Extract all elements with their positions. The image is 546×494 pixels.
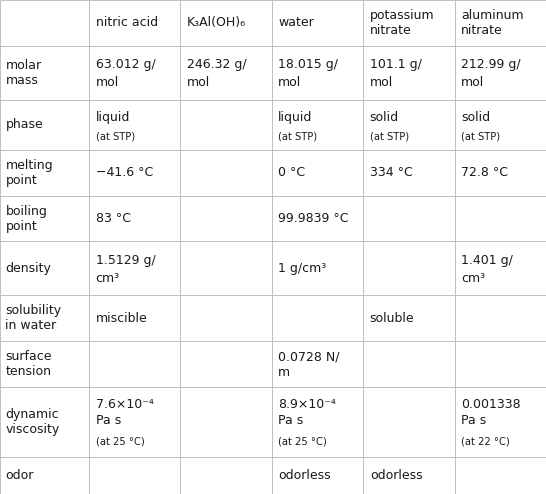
Text: 101.1 g/: 101.1 g/: [370, 58, 422, 71]
Text: 0.001338: 0.001338: [461, 398, 521, 411]
Text: liquid: liquid: [278, 111, 313, 124]
Text: 334 °C: 334 °C: [370, 166, 412, 179]
Text: Pa s: Pa s: [278, 414, 304, 427]
Text: (at 22 °C): (at 22 °C): [461, 437, 510, 447]
Text: 8.9×10⁻⁴: 8.9×10⁻⁴: [278, 398, 336, 411]
Text: dynamic
viscosity: dynamic viscosity: [5, 408, 60, 436]
Text: 18.015 g/: 18.015 g/: [278, 58, 339, 71]
Text: Pa s: Pa s: [461, 414, 486, 427]
Text: mol: mol: [187, 76, 210, 89]
Text: solubility
in water: solubility in water: [5, 304, 62, 332]
Text: K₃Al(OH)₆: K₃Al(OH)₆: [187, 16, 246, 30]
Text: mol: mol: [461, 76, 484, 89]
Text: density: density: [5, 262, 51, 275]
Text: (at STP): (at STP): [96, 132, 135, 142]
Text: mol: mol: [96, 76, 119, 89]
Text: mol: mol: [370, 76, 393, 89]
Text: 63.012 g/: 63.012 g/: [96, 58, 155, 71]
Text: 1.401 g/: 1.401 g/: [461, 254, 513, 267]
Text: cm³: cm³: [96, 272, 120, 285]
Text: 212.99 g/: 212.99 g/: [461, 58, 521, 71]
Text: (at STP): (at STP): [278, 132, 317, 142]
Text: melting
point: melting point: [5, 159, 53, 187]
Text: 0 °C: 0 °C: [278, 166, 305, 179]
Text: phase: phase: [5, 118, 43, 131]
Text: cm³: cm³: [461, 272, 485, 285]
Text: 0.0728 N/: 0.0728 N/: [278, 351, 340, 364]
Text: 7.6×10⁻⁴: 7.6×10⁻⁴: [96, 398, 153, 411]
Text: 99.9839 °C: 99.9839 °C: [278, 212, 349, 225]
Text: miscible: miscible: [96, 312, 147, 325]
Text: odorless: odorless: [370, 469, 423, 482]
Text: (at 25 °C): (at 25 °C): [278, 437, 327, 447]
Text: potassium
nitrate: potassium nitrate: [370, 9, 435, 37]
Text: surface
tension: surface tension: [5, 350, 52, 378]
Text: (at 25 °C): (at 25 °C): [96, 437, 144, 447]
Text: odor: odor: [5, 469, 34, 482]
Text: boiling
point: boiling point: [5, 205, 48, 233]
Text: molar
mass: molar mass: [5, 59, 41, 87]
Text: aluminum
nitrate: aluminum nitrate: [461, 9, 524, 37]
Text: nitric acid: nitric acid: [96, 16, 158, 30]
Text: Pa s: Pa s: [96, 414, 121, 427]
Text: 72.8 °C: 72.8 °C: [461, 166, 508, 179]
Text: liquid: liquid: [96, 111, 130, 124]
Text: 1.5129 g/: 1.5129 g/: [96, 254, 155, 267]
Text: solid: solid: [370, 111, 399, 124]
Text: mol: mol: [278, 76, 301, 89]
Text: odorless: odorless: [278, 469, 331, 482]
Text: (at STP): (at STP): [370, 132, 409, 142]
Text: 246.32 g/: 246.32 g/: [187, 58, 247, 71]
Text: m: m: [278, 366, 290, 379]
Text: solid: solid: [461, 111, 490, 124]
Text: 83 °C: 83 °C: [96, 212, 130, 225]
Text: −41.6 °C: −41.6 °C: [96, 166, 153, 179]
Text: water: water: [278, 16, 314, 30]
Text: (at STP): (at STP): [461, 132, 500, 142]
Text: soluble: soluble: [370, 312, 414, 325]
Text: 1 g/cm³: 1 g/cm³: [278, 262, 327, 275]
